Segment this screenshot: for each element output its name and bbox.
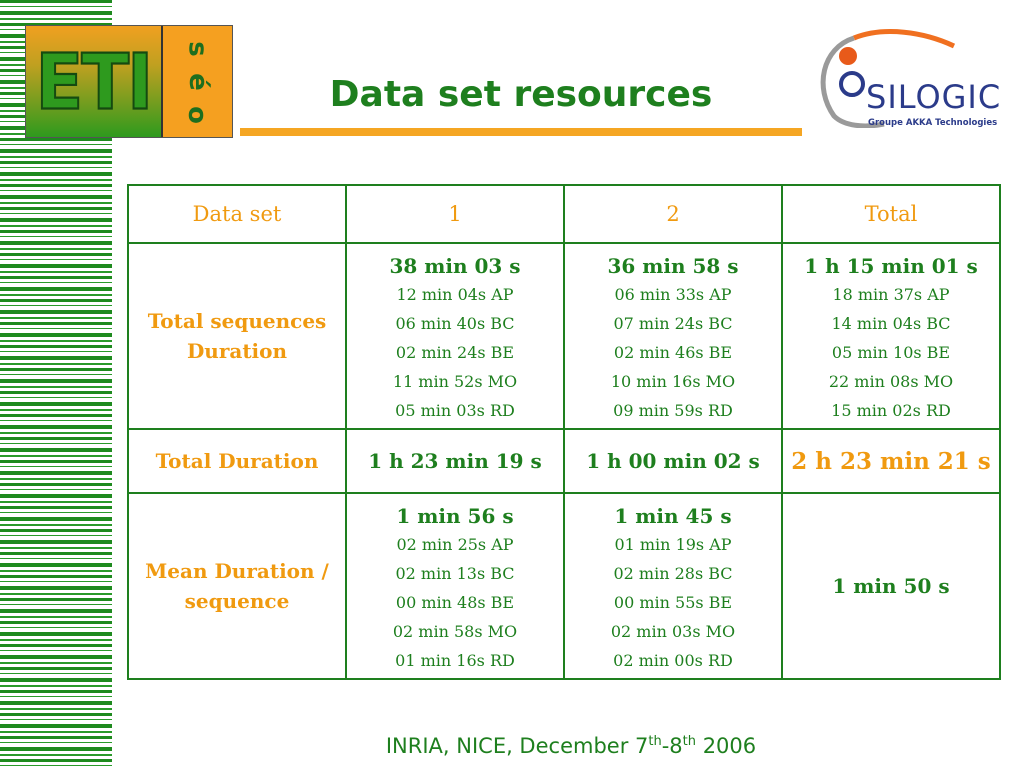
table-cell: 1 h 15 min 01 s 18 min 37s AP 14 min 04s… [781,242,1001,430]
cell-detail: 02 min 58s MO [392,621,518,641]
cell-main: 1 h 15 min 01 s [804,253,978,278]
table-cell: 38 min 03 s 12 min 04s AP 06 min 40s BC … [345,242,565,430]
cell-detail: 02 min 00s RD [613,650,733,670]
silogic-logo: SILOGIC Groupe AKKA Technologies [814,28,1010,128]
silogic-name: SILOGIC [866,78,1002,116]
eti-logo-side: s é o [162,26,232,137]
table-row: Total sequences Duration 38 min 03 s 12 … [127,242,1001,430]
cell-detail: 09 min 59s RD [613,400,733,420]
cell-detail: 05 min 03s RD [395,400,515,420]
cell-detail: 18 min 37s AP [832,284,950,304]
table-row: Total Duration 1 h 23 min 19 s 1 h 00 mi… [127,428,1001,494]
cell-detail: 02 min 03s MO [610,621,736,641]
logo-letter: o [182,105,213,124]
logo-letter: s [182,40,213,57]
cell-main: 1 min 45 s [614,503,732,528]
table-cell-total: 2 h 23 min 21 s [781,428,1001,494]
row-label: Total sequences Duration [127,242,347,430]
footer-sup: th [648,734,662,749]
cell-main: 36 min 58 s [607,253,739,278]
cell-detail: 14 min 04s BC [831,313,951,333]
data-table: Data set 1 2 Total Total sequences Durat… [127,184,1001,680]
table-cell: 1 h 00 min 02 s [563,428,783,494]
eti-logo: ETI s é o [25,25,233,138]
cell-detail: 15 min 02s RD [831,400,951,420]
table-cell: 1 h 23 min 19 s [345,428,565,494]
table-cell: 1 min 50 s [781,492,1001,680]
silogic-arc-icon [820,29,956,128]
cell-detail: 06 min 33s AP [614,284,732,304]
table-header-row: Data set 1 2 Total [127,184,1001,244]
table-cell: 1 min 56 s 02 min 25s AP 02 min 13s BC 0… [345,492,565,680]
header-cell: 1 [345,184,565,244]
table-row: Mean Duration / sequence 1 min 56 s 02 m… [127,492,1001,680]
eti-logo-main: ETI [26,26,163,137]
row-label: Mean Duration / sequence [127,492,347,680]
cell-main: 1 min 56 s [396,503,514,528]
header-cell: 2 [563,184,783,244]
header-cell: Total [781,184,1001,244]
cell-detail: 02 min 28s BC [613,563,733,583]
page-title: Data set resources [329,74,713,115]
cell-detail: 02 min 24s BE [395,342,515,362]
cell-detail: 07 min 24s BC [613,313,733,333]
cell-detail: 05 min 10s BE [831,342,951,362]
title-underline [240,128,802,136]
table-cell: 1 min 45 s 01 min 19s AP 02 min 28s BC 0… [563,492,783,680]
header-cell: Data set [127,184,347,244]
row-label: Total Duration [127,428,347,494]
cell-main: 38 min 03 s [389,253,521,278]
cell-detail: 00 min 48s BE [395,592,515,612]
footer-text: -8 [661,734,683,758]
footer-text: INRIA, NICE, December 7 [385,734,649,758]
cell-detail: 06 min 40s BC [395,313,515,333]
cell-detail: 11 min 52s MO [392,371,518,391]
footer-sup: th [682,734,697,749]
cell-detail: 00 min 55s BE [613,592,733,612]
footer: INRIA, NICE, December 7th-8th 2006 [240,734,902,758]
logo-letter: é [182,72,213,91]
cell-detail: 02 min 46s BE [613,342,733,362]
cell-detail: 10 min 16s MO [610,371,736,391]
table-cell: 36 min 58 s 06 min 33s AP 07 min 24s BC … [563,242,783,430]
eti-logo-text: ETI [35,35,155,127]
cell-detail: 02 min 25s AP [396,534,514,554]
cell-detail: 12 min 04s AP [396,284,514,304]
silogic-subtitle: Groupe AKKA Technologies [868,118,998,128]
cell-detail: 01 min 19s AP [614,534,732,554]
cell-detail: 01 min 16s RD [395,650,515,670]
cell-detail: 02 min 13s BC [395,563,515,583]
cell-detail: 22 min 08s MO [828,371,954,391]
footer-text: 2006 [696,734,757,758]
